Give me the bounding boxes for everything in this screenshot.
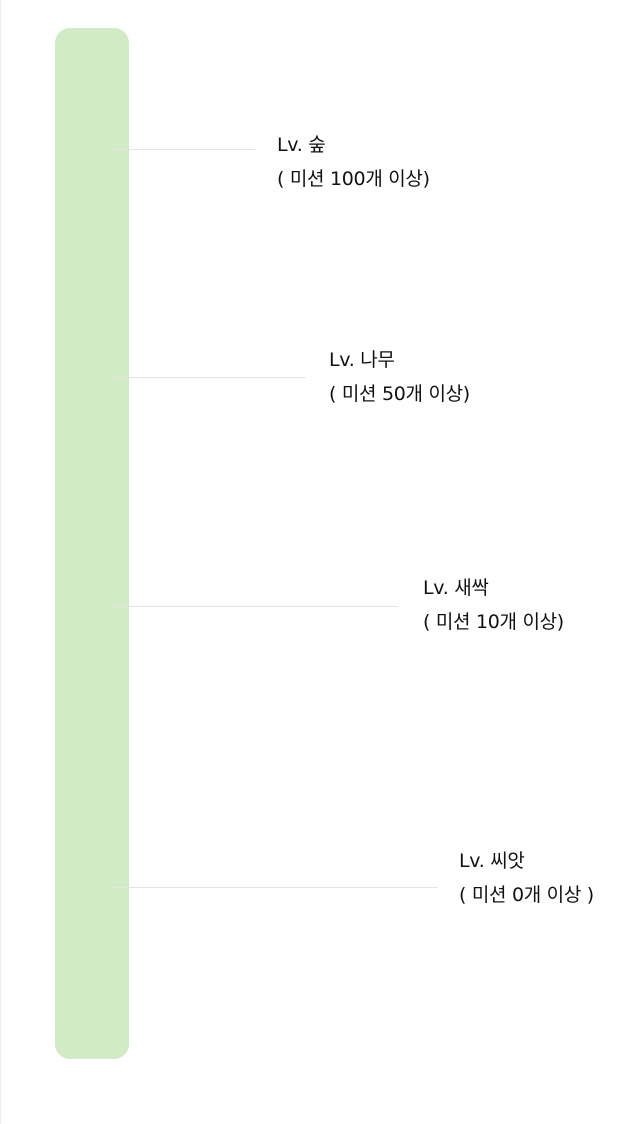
level-label-tree: Lv. 나무 ( 미션 50개 이상) (329, 343, 470, 411)
level-requirement: ( 미션 0개 이상 ) (459, 884, 594, 906)
level-label-seed: Lv. 씨앗 ( 미션 0개 이상 ) (459, 844, 594, 912)
level-connector-seed (112, 887, 438, 888)
level-connector-tree (112, 377, 306, 378)
level-progress-bar (55, 28, 129, 1059)
level-connector-sprout (112, 606, 398, 607)
level-requirement: ( 미션 50개 이상) (329, 383, 470, 405)
level-name: Lv. 나무 (329, 349, 395, 371)
level-label-sprout: Lv. 새싹 ( 미션 10개 이상) (423, 571, 564, 639)
level-connector-forest (112, 149, 255, 150)
level-requirement: ( 미션 10개 이상) (423, 611, 564, 633)
level-name: Lv. 숲 (277, 134, 326, 156)
level-requirement: ( 미션 100개 이상) (277, 168, 430, 190)
level-name: Lv. 새싹 (423, 577, 489, 599)
level-name: Lv. 씨앗 (459, 850, 525, 872)
page-left-border (0, 0, 1, 1124)
level-label-forest: Lv. 숲 ( 미션 100개 이상) (277, 128, 430, 196)
